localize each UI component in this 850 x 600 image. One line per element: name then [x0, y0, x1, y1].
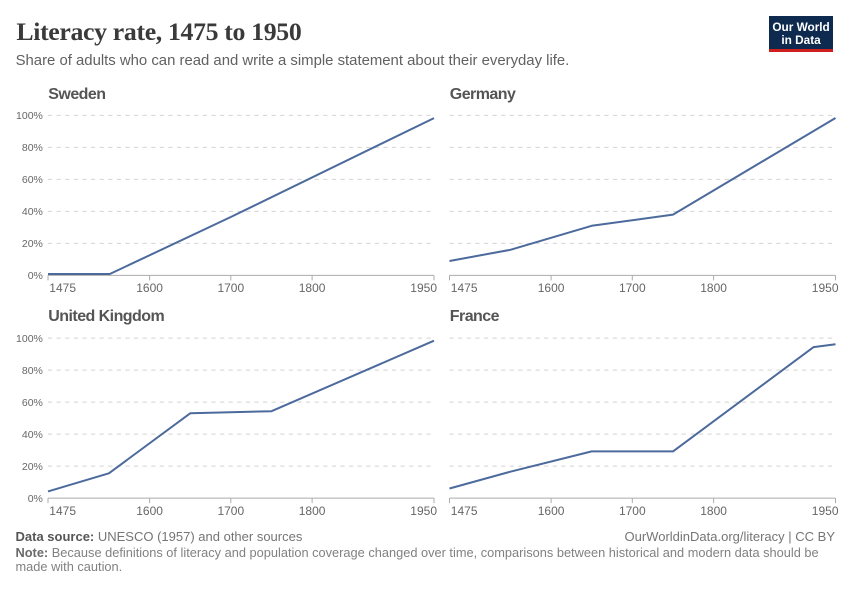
svg-text:1950: 1950 [812, 504, 839, 518]
svg-text:0%: 0% [28, 493, 43, 505]
svg-text:Germany: Germany [450, 86, 516, 103]
svg-text:80%: 80% [22, 365, 43, 377]
svg-text:100%: 100% [16, 110, 43, 122]
svg-text:1800: 1800 [700, 504, 727, 518]
svg-text:1950: 1950 [812, 281, 839, 295]
svg-text:40%: 40% [22, 206, 43, 218]
svg-text:0%: 0% [28, 270, 43, 282]
svg-text:1800: 1800 [700, 281, 727, 295]
svg-text:1950: 1950 [410, 504, 437, 518]
svg-text:United Kingdom: United Kingdom [48, 308, 164, 325]
svg-text:80%: 80% [22, 142, 43, 154]
svg-text:20%: 20% [22, 238, 43, 250]
svg-text:1475: 1475 [451, 281, 478, 295]
svg-text:1700: 1700 [217, 281, 244, 295]
svg-text:1600: 1600 [538, 281, 565, 295]
svg-text:1700: 1700 [217, 504, 244, 518]
svg-text:1600: 1600 [538, 504, 565, 518]
svg-text:1475: 1475 [49, 504, 76, 518]
svg-text:1800: 1800 [299, 504, 326, 518]
svg-text:1600: 1600 [136, 281, 163, 295]
svg-text:60%: 60% [22, 174, 43, 186]
svg-text:1700: 1700 [619, 281, 646, 295]
svg-text:60%: 60% [22, 397, 43, 409]
svg-text:1950: 1950 [410, 281, 437, 295]
svg-text:1475: 1475 [49, 281, 76, 295]
svg-text:1600: 1600 [136, 504, 163, 518]
svg-text:20%: 20% [22, 461, 43, 473]
svg-text:France: France [450, 308, 500, 325]
svg-text:1700: 1700 [619, 504, 646, 518]
svg-text:1800: 1800 [299, 281, 326, 295]
svg-text:Sweden: Sweden [48, 86, 105, 103]
svg-text:100%: 100% [16, 333, 43, 345]
svg-text:1475: 1475 [451, 504, 478, 518]
svg-text:40%: 40% [22, 429, 43, 441]
